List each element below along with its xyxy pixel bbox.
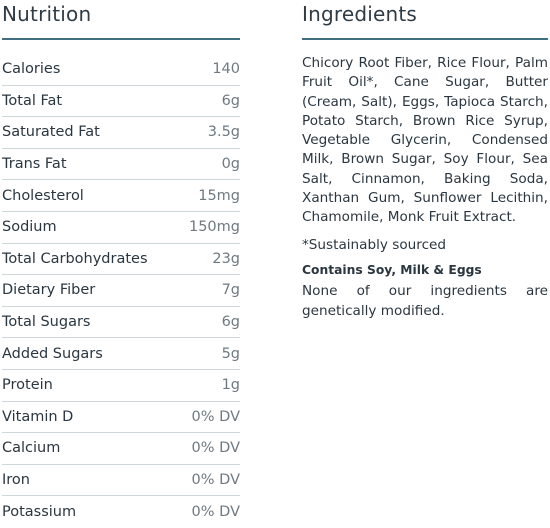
nutrient-value: 6g: [221, 314, 240, 331]
nutrient-value: 6g: [221, 92, 240, 109]
ingredients-section: Ingredients Chicory Root Fiber, Rice Flo…: [302, 0, 548, 321]
nutrient-row: Calories 140: [2, 54, 240, 86]
nutrient-value: 3.5g: [207, 124, 240, 141]
nutrient-name: Potassium: [2, 504, 77, 521]
nutrient-name: Iron: [2, 472, 30, 489]
nutrient-row: Cholesterol 15mg: [2, 180, 240, 212]
nutrient-value: 7g: [221, 282, 240, 299]
nutrient-name: Added Sugars: [2, 345, 103, 362]
nutrient-name: Total Carbohydrates: [2, 250, 148, 267]
sourcing-footnote: *Sustainably sourced: [302, 236, 447, 253]
nutrient-row: Sodium 150mg: [2, 212, 240, 244]
ingredients-title: Ingredients: [302, 2, 418, 26]
nutrition-section: Nutrition Calories 140 Total Fat 6g Saturate…: [2, 0, 240, 528]
nutrient-row: Added Sugars 5g: [2, 338, 240, 370]
nutrient-name: Dietary Fiber: [2, 282, 96, 299]
nutrient-value: 15mg: [198, 187, 240, 204]
nutrient-name: Calories: [2, 61, 61, 78]
ingredients-title-rule: [302, 38, 548, 40]
nutrient-name: Sodium: [2, 219, 57, 236]
nutrient-row: Vitamin D 0% DV: [2, 402, 240, 434]
nutrient-row: Total Fat 6g: [2, 86, 240, 118]
nutrient-name: Protein: [2, 377, 53, 394]
nutrient-row: Calcium 0% DV: [2, 433, 240, 465]
nutrient-value: 1g: [221, 377, 240, 394]
nutrient-row: Total Carbohydrates 23g: [2, 244, 240, 276]
nutrient-row: Trans Fat 0g: [2, 149, 240, 181]
nutrient-value: 0% DV: [191, 440, 240, 457]
nutrient-row: Potassium 0% DV: [2, 496, 240, 528]
nutrition-title-rule: [2, 38, 240, 40]
nutrient-value: 150mg: [188, 219, 240, 236]
nutrient-name: Total Sugars: [2, 314, 91, 331]
nutrient-name: Total Fat: [2, 92, 63, 109]
nutrient-value: 0% DV: [191, 504, 240, 521]
nutrient-value: 0% DV: [191, 408, 240, 425]
nutrient-value: 0g: [221, 156, 240, 173]
nutrient-row: Dietary Fiber 7g: [2, 275, 240, 307]
nutrient-value: 23g: [212, 250, 240, 267]
nutrition-title: Nutrition: [2, 2, 92, 26]
nutrient-name: Cholesterol: [2, 187, 84, 204]
nutrient-value: 5g: [221, 345, 240, 362]
nutrient-name: Calcium: [2, 440, 61, 457]
gmo-statement: None of our ingredients are genetically …: [302, 282, 548, 319]
nutrient-row: Iron 0% DV: [2, 465, 240, 497]
nutrient-name: Saturated Fat: [2, 124, 100, 141]
nutrient-row: Protein 1g: [2, 370, 240, 402]
nutrient-name: Trans Fat: [2, 156, 67, 173]
nutrient-row: Total Sugars 6g: [2, 307, 240, 339]
allergen-statement: Contains Soy, Milk & Eggs: [302, 262, 482, 277]
ingredient-list: Chicory Root Fiber, Rice Flour, Palm Fru…: [302, 55, 548, 226]
nutrient-value: 0% DV: [191, 472, 240, 489]
nutrient-value: 140: [212, 61, 240, 78]
nutrient-list: Calories 140 Total Fat 6g Saturated Fat 3.5g T…: [2, 54, 240, 528]
nutrient-name: Vitamin D: [2, 408, 74, 425]
nutrient-row: Saturated Fat 3.5g: [2, 117, 240, 149]
